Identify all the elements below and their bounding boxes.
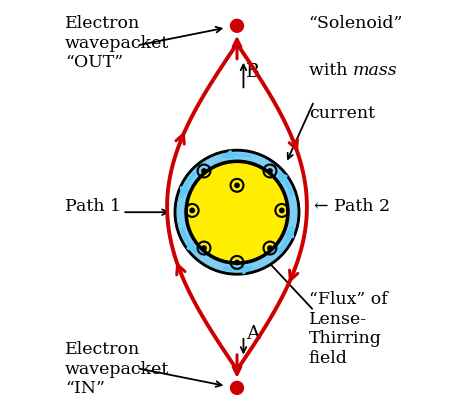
- Text: A: A: [246, 325, 259, 343]
- Circle shape: [202, 169, 206, 173]
- Text: Path 1: Path 1: [65, 198, 121, 215]
- Circle shape: [230, 19, 244, 32]
- Circle shape: [268, 246, 272, 250]
- Circle shape: [189, 164, 285, 261]
- Circle shape: [190, 208, 194, 213]
- Text: “Solenoid”: “Solenoid”: [309, 15, 403, 32]
- Circle shape: [235, 183, 239, 187]
- Circle shape: [185, 160, 289, 264]
- Circle shape: [202, 246, 206, 250]
- Text: mass: mass: [353, 62, 397, 79]
- Circle shape: [230, 382, 244, 394]
- Text: B: B: [246, 63, 260, 81]
- Circle shape: [177, 152, 297, 272]
- Text: ← Path 2: ← Path 2: [314, 198, 390, 215]
- Text: Electron
wavepacket
“IN”: Electron wavepacket “IN”: [65, 341, 169, 398]
- Text: current: current: [309, 105, 375, 121]
- Circle shape: [268, 169, 272, 173]
- Text: “Flux” of
Lense-
Thirring
field: “Flux” of Lense- Thirring field: [309, 291, 387, 367]
- Circle shape: [174, 149, 300, 275]
- Text: with: with: [309, 62, 353, 79]
- Circle shape: [235, 260, 239, 265]
- Text: Electron
wavepacket
“OUT”: Electron wavepacket “OUT”: [65, 15, 169, 71]
- Circle shape: [280, 208, 284, 213]
